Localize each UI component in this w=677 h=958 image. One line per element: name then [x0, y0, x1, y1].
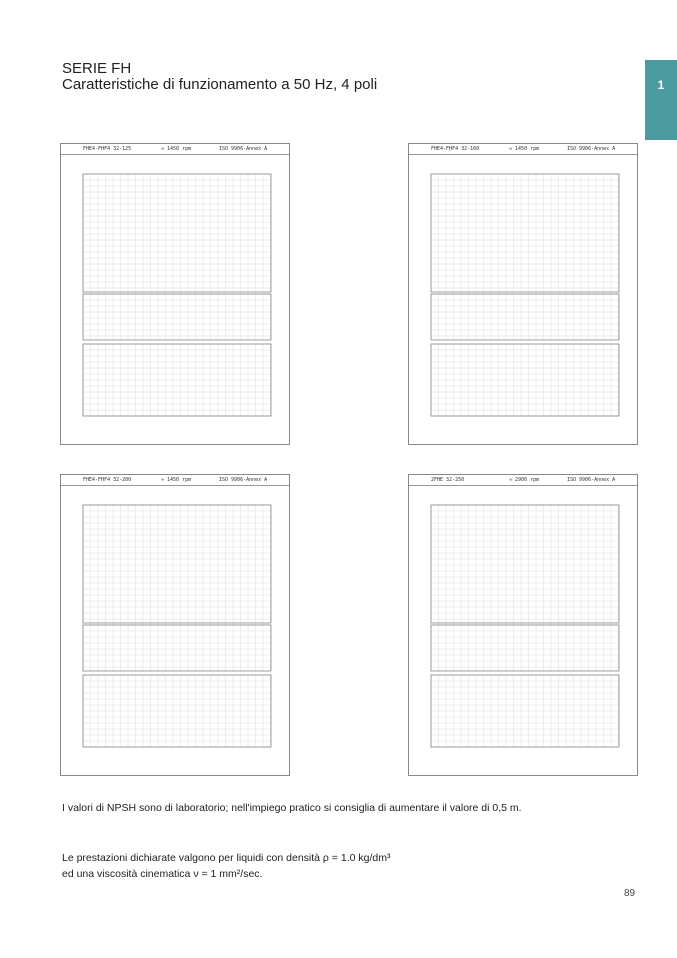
chart-norm: ISO 9906-Annex A: [219, 146, 268, 152]
chart-model: FHE4-FHF4 32-200: [83, 477, 132, 483]
performance-chart-2fhe-32-250: 2FHE 32-250 ≈ 2900 rpm ISO 9906-Annex A: [408, 474, 638, 776]
grid-panel: [82, 173, 272, 293]
grid-panel: [430, 173, 620, 293]
chart-speed: ≈ 1450 rpm: [161, 477, 192, 483]
grid-panel: [82, 293, 272, 341]
viscosity-note: ed una viscosità cinematica ν = 1 mm²/se…: [62, 868, 263, 880]
chart-norm: ISO 9906-Annex A: [219, 477, 268, 483]
npsh-note: I valori di NPSH sono di laboratorio; ne…: [62, 802, 522, 814]
grid-panel: [82, 343, 272, 417]
grid-panel: [82, 624, 272, 672]
chart-speed: ≈ 1450 rpm: [509, 146, 540, 152]
density-note: Le prestazioni dichiarate valgono per li…: [62, 852, 391, 864]
grid-panel: [430, 674, 620, 748]
chart-model: 2FHE 32-250: [431, 477, 465, 483]
chart-header: FHE4-FHF4 32-125 ≈ 1450 rpm ISO 9906-Ann…: [61, 144, 289, 155]
performance-chart-32-200: FHE4-FHF4 32-200 ≈ 1450 rpm ISO 9906-Ann…: [60, 474, 290, 776]
chart-norm: ISO 9906-Annex A: [567, 146, 616, 152]
chart-model: FHE4-FHF4 32-125: [83, 146, 132, 152]
chart-plot: [82, 173, 272, 417]
grid-panel: [82, 674, 272, 748]
grid-panel: [430, 624, 620, 672]
page-number: 89: [624, 888, 636, 899]
chart-model: FHE4-FHF4 32-160: [431, 146, 480, 152]
chart-plot: [430, 173, 620, 417]
chart-plot: [82, 504, 272, 748]
chart-header: FHE4-FHF4 32-160 ≈ 1450 rpm ISO 9906-Ann…: [409, 144, 637, 155]
chart-header: 2FHE 32-250 ≈ 2900 rpm ISO 9906-Annex A: [409, 475, 637, 486]
chart-speed: ≈ 1450 rpm: [161, 146, 192, 152]
grid-panel: [430, 504, 620, 624]
grid-panel: [82, 504, 272, 624]
chart-norm: ISO 9906-Annex A: [567, 477, 616, 483]
performance-chart-32-125: FHE4-FHF4 32-125 ≈ 1450 rpm ISO 9906-Ann…: [60, 143, 290, 445]
grid-panel: [430, 343, 620, 417]
page-subtitle: Caratteristiche di funzionamento a 50 Hz…: [62, 76, 378, 93]
performance-chart-32-160: FHE4-FHF4 32-160 ≈ 1450 rpm ISO 9906-Ann…: [408, 143, 638, 445]
chart-plot: [430, 504, 620, 748]
chart-header: FHE4-FHF4 32-200 ≈ 1450 rpm ISO 9906-Ann…: [61, 475, 289, 486]
chapter-tab: 1: [645, 60, 677, 140]
series-title: SERIE FH: [62, 60, 132, 77]
chart-speed: ≈ 2900 rpm: [509, 477, 540, 483]
grid-panel: [430, 293, 620, 341]
